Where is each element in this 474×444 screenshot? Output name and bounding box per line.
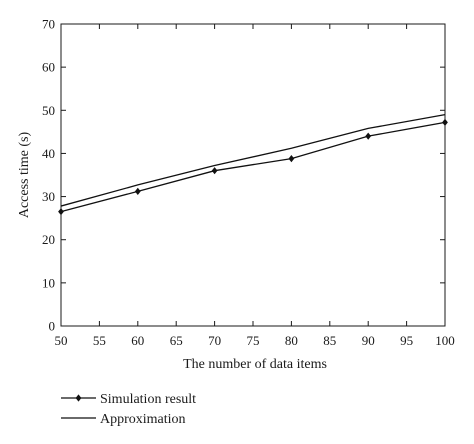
y-tick-label: 30 (42, 189, 55, 204)
x-tick-label: 50 (55, 333, 68, 348)
y-tick-label: 60 (42, 60, 55, 75)
x-tick-label: 65 (170, 333, 183, 348)
x-tick-label: 55 (93, 333, 106, 348)
series-layer (58, 113, 448, 216)
x-tick-label: 85 (323, 333, 336, 348)
approximation-line (60, 113, 446, 207)
legend-approximation-label: Approximation (100, 412, 186, 427)
y-tick-label: 20 (42, 232, 55, 247)
y-tick-label: 0 (49, 319, 56, 334)
y-tick-label: 40 (42, 146, 55, 161)
x-tick-label: 100 (435, 333, 455, 348)
x-axis-ticks: 50 55 60 65 70 75 80 85 90 95 100 (55, 24, 455, 348)
y-axis-ticks: 0 10 20 30 40 50 60 70 (42, 17, 445, 334)
simulation-result-point (365, 132, 372, 140)
y-tick-label: 10 (42, 275, 55, 290)
x-axis-label: The number of data items (183, 357, 327, 372)
legend-simulation-result-label: Simulation result (100, 392, 196, 407)
x-tick-label: 75 (247, 333, 260, 348)
simulation-result-point (288, 155, 295, 163)
plot-border (60, 23, 446, 327)
y-axis-label: Access time (s) (17, 132, 32, 219)
simulation-result-point (442, 118, 448, 126)
x-tick-label: 95 (400, 333, 413, 348)
x-tick-label: 70 (208, 333, 221, 348)
x-tick-label: 60 (131, 333, 144, 348)
y-tick-label: 70 (42, 17, 55, 32)
y-tick-label: 50 (42, 103, 55, 118)
simulation-result-line (60, 121, 446, 213)
x-tick-label: 80 (285, 333, 298, 348)
simulation-result-point (134, 187, 141, 195)
simulation-result-point (58, 208, 64, 216)
x-tick-label: 90 (362, 333, 375, 348)
legend-simulation-result-marker (75, 394, 82, 402)
simulation-result-point (211, 167, 218, 175)
legend: Simulation result Approximation (61, 392, 196, 427)
plot-frame (60, 23, 446, 327)
